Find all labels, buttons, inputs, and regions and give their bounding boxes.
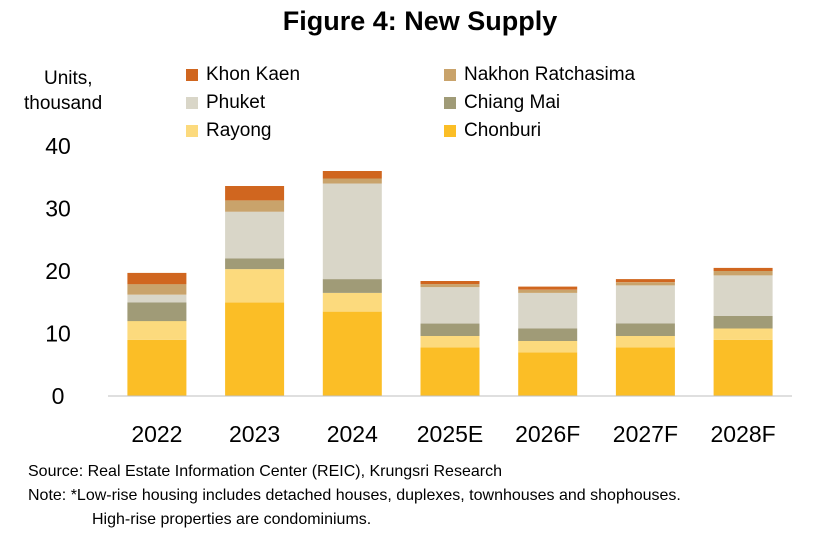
legend-label-chonburi: Chonburi [464, 120, 542, 141]
legend-item-khon-kaen: Khon Kaen [186, 64, 300, 86]
bar-segment-chiang-mai-2022 [127, 302, 187, 322]
x-tick-label-2026f: 2026F [515, 421, 580, 447]
bar-segment-nakhon-ratchasima-2023 [225, 200, 285, 212]
legend-swatch-chonburi [444, 125, 456, 137]
legend-swatch-chiang-mai [444, 97, 456, 109]
legend-item-chiang-mai: Chiang Mai [444, 92, 560, 114]
legend-swatch-khon-kaen [186, 69, 198, 81]
bar-segment-phuket-2027f [615, 285, 675, 324]
bar-segment-khon-kaen-2027f [615, 279, 675, 283]
bar-segment-chonburi-2024 [322, 311, 382, 396]
bar-segment-khon-kaen-2023 [225, 186, 285, 201]
x-tick-label-2024: 2024 [327, 421, 378, 447]
bar-segment-phuket-2025e [420, 287, 480, 324]
bar-segment-phuket-2022 [127, 294, 187, 303]
bar-segment-khon-kaen-2025e [420, 281, 480, 285]
bar-segment-rayong-2026f [518, 341, 578, 353]
y-tick-label-10: 10 [45, 321, 71, 347]
y-tick-label-0: 0 [52, 383, 65, 409]
x-tick-label-2023: 2023 [229, 421, 280, 447]
x-tick-label-2028f: 2028F [710, 421, 775, 447]
bar-segment-chiang-mai-2027f [615, 323, 675, 336]
bar-segment-phuket-2028f [713, 275, 773, 316]
bar-segment-chonburi-2025e [420, 347, 480, 397]
bar-segment-chonburi-2023 [225, 302, 285, 397]
y-tick-label-30: 30 [45, 196, 71, 222]
bar-segment-nakhon-ratchasima-2022 [127, 284, 187, 295]
legend-label-khon-kaen: Khon Kaen [206, 64, 301, 85]
source-note: Source: Real Estate Information Center (… [28, 463, 502, 480]
bar-segment-chonburi-2028f [713, 339, 773, 397]
legend-item-chonburi: Chonburi [444, 120, 541, 142]
bar-segment-rayong-2024 [322, 292, 382, 312]
legend-swatch-phuket [186, 97, 198, 109]
bar-segment-nakhon-ratchasima-2027f [615, 282, 675, 286]
bar-segment-chonburi-2022 [127, 339, 187, 397]
bar-segment-chiang-mai-2023 [225, 258, 285, 270]
bar-segment-khon-kaen-2026f [518, 286, 578, 290]
y-tick-label-20: 20 [45, 258, 71, 284]
bar-segment-chiang-mai-2026f [518, 328, 578, 341]
bar-segment-rayong-2027f [615, 336, 675, 348]
bar-segment-nakhon-ratchasima-2024 [322, 178, 382, 184]
x-tick-label-2025e: 2025E [417, 421, 484, 447]
bar-segment-chiang-mai-2025e [420, 323, 480, 336]
y-axis-label-line1: Units, [44, 68, 93, 89]
legend-label-phuket: Phuket [206, 92, 266, 113]
legend-swatch-rayong [186, 125, 198, 137]
bar-segment-chiang-mai-2028f [713, 316, 773, 329]
bar-segment-nakhon-ratchasima-2026f [518, 289, 578, 293]
bar-segment-nakhon-ratchasima-2028f [713, 271, 773, 276]
legend-label-rayong: Rayong [206, 120, 272, 141]
legend-swatch-nakhon-ratchasima [444, 69, 456, 81]
bar-segment-chonburi-2027f [615, 347, 675, 397]
legend-label-nakhon-ratchasima: Nakhon Ratchasima [464, 64, 636, 85]
bar-segment-chiang-mai-2024 [322, 279, 382, 293]
bar-segment-rayong-2022 [127, 321, 187, 340]
y-tick-label-40: 40 [45, 133, 71, 159]
legend-item-phuket: Phuket [186, 92, 265, 114]
bar-segment-phuket-2026f [518, 292, 578, 329]
legend-item-rayong: Rayong [186, 120, 272, 142]
notes: Source: Real Estate Information Center (… [28, 460, 681, 532]
x-tick-label-2022: 2022 [131, 421, 182, 447]
bar-segment-rayong-2028f [713, 328, 773, 340]
bar-segment-khon-kaen-2022 [127, 272, 187, 285]
y-axis-label-line2: thousand [24, 93, 103, 114]
bar-segment-phuket-2023 [225, 211, 285, 259]
x-tick-label-2027f: 2027F [613, 421, 678, 447]
bar-segment-phuket-2024 [322, 183, 382, 280]
bar-segment-chonburi-2026f [518, 352, 578, 397]
bar-segment-nakhon-ratchasima-2025e [420, 284, 480, 288]
bar-segment-rayong-2023 [225, 269, 285, 303]
legend-label-chiang-mai: Chiang Mai [464, 92, 561, 113]
bar-segment-khon-kaen-2028f [713, 267, 773, 271]
bar-segment-rayong-2025e [420, 336, 480, 348]
legend-item-nakhon-ratchasima: Nakhon Ratchasima [444, 64, 635, 86]
chart-title: Figure 4: New Supply [282, 6, 558, 36]
footnote-line-2: High-rise properties are condominiums. [92, 511, 372, 528]
bar-segment-khon-kaen-2024 [322, 171, 382, 179]
y-axis-label: Units, thousand [24, 66, 102, 116]
footnote-line-1: Note: *Low-rise housing includes detache… [28, 487, 681, 504]
